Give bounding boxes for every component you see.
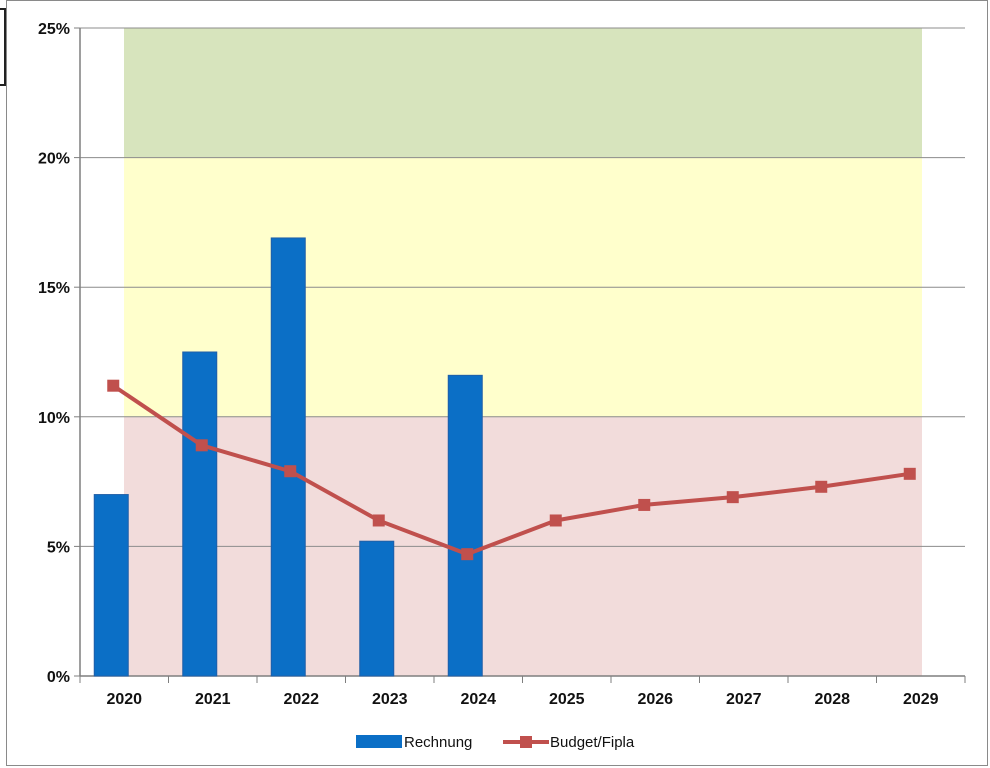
bar [447, 374, 483, 677]
chart-frame [6, 0, 988, 766]
x-tick-label: 2023 [372, 691, 408, 708]
line-marker [638, 498, 651, 511]
bar [182, 351, 218, 677]
x-tick-label: 2027 [726, 691, 762, 708]
bar [359, 540, 395, 677]
axes [74, 27, 966, 683]
line-marker [815, 480, 828, 493]
line-marker [372, 514, 385, 527]
x-tick-label: 2020 [106, 691, 142, 708]
x-tick-label: 2029 [903, 691, 939, 708]
x-tick-label: 2021 [195, 691, 231, 708]
line-marker [461, 548, 474, 561]
legend-label-budget: Budget/Fipla [550, 734, 635, 751]
x-tick-label: 2025 [549, 691, 585, 708]
y-tick-label: 25% [38, 21, 70, 38]
bar [93, 494, 129, 677]
x-tick-label: 2026 [637, 691, 673, 708]
line-marker [284, 465, 297, 478]
line-marker [549, 514, 562, 527]
legend-swatch-rechnung [356, 735, 402, 748]
y-tick-label: 0% [47, 669, 70, 686]
x-tick-label: 2022 [283, 691, 319, 708]
y-tick-label: 5% [47, 539, 70, 556]
x-tick-labels: 2020 2021 2022 2023 2024 2025 2026 2027 2028 2029 [106, 691, 938, 708]
legend-swatch-marker [520, 736, 532, 748]
x-tick-label: 2028 [814, 691, 850, 708]
y-tick-label: 20% [38, 151, 70, 168]
y-tick-label: 15% [38, 280, 70, 297]
line-marker [726, 491, 739, 504]
line-marker [195, 439, 208, 452]
legend: Rechnung Budget/Fipla [356, 734, 635, 751]
corner-bracket [0, 8, 6, 86]
bar [270, 237, 306, 677]
gridlines [80, 27, 965, 547]
legend-label-rechnung: Rechnung [404, 734, 472, 751]
bar-series [93, 237, 483, 677]
band-2 [124, 28, 922, 158]
background-bands [124, 28, 922, 676]
y-tick-labels: 0% 5% 10% 15% 20% 25% [38, 21, 70, 686]
y-tick-label: 10% [38, 410, 70, 427]
series-line [112, 384, 911, 557]
line-marker [107, 379, 120, 392]
x-tick-label: 2024 [460, 691, 496, 708]
line-series [107, 379, 916, 561]
line-marker [903, 467, 916, 480]
